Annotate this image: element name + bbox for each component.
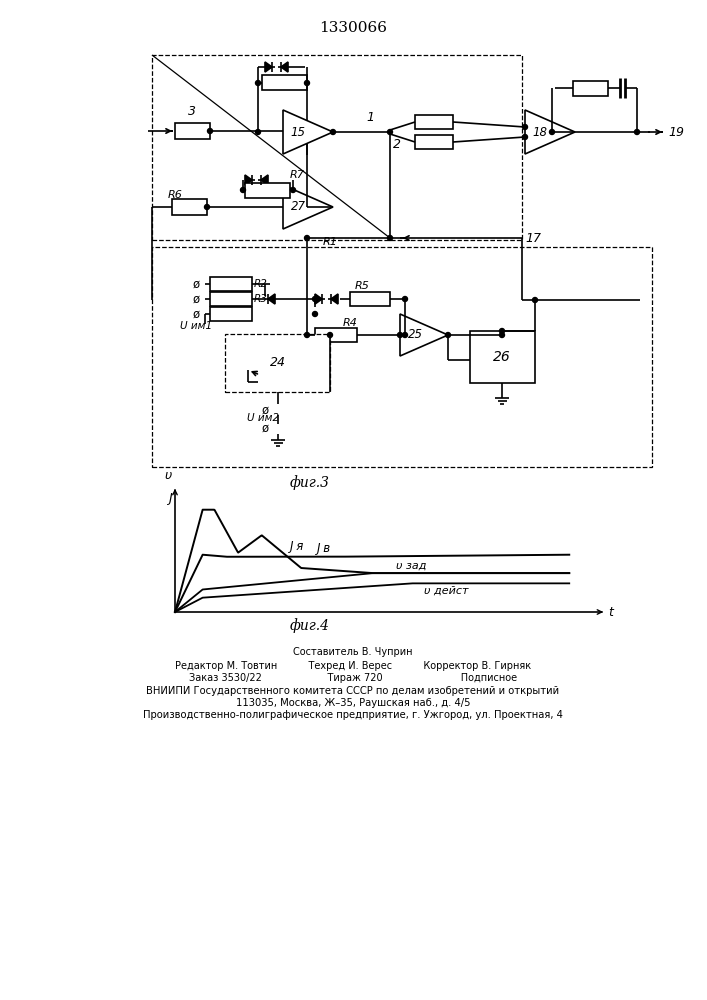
Text: 18: 18 bbox=[532, 125, 547, 138]
Text: 26: 26 bbox=[493, 350, 511, 364]
FancyBboxPatch shape bbox=[350, 292, 390, 306]
Text: υ: υ bbox=[165, 469, 172, 482]
Text: ВНИИПИ Государственного комитета СССР по делам изобретений и открытий: ВНИИПИ Государственного комитета СССР по… bbox=[146, 686, 559, 696]
Text: J я: J я bbox=[290, 540, 304, 553]
Circle shape bbox=[634, 129, 640, 134]
Text: 19: 19 bbox=[668, 125, 684, 138]
Circle shape bbox=[387, 235, 392, 240]
Circle shape bbox=[204, 205, 209, 210]
Text: 2: 2 bbox=[393, 137, 401, 150]
Polygon shape bbox=[315, 294, 322, 304]
Text: R4: R4 bbox=[343, 318, 358, 328]
Text: ø: ø bbox=[192, 292, 199, 306]
Text: 25: 25 bbox=[407, 328, 423, 342]
Text: R1: R1 bbox=[322, 237, 337, 247]
Text: 113035, Москва, Ж–35, Раушская наб., д. 4/5: 113035, Москва, Ж–35, Раушская наб., д. … bbox=[235, 698, 470, 708]
FancyBboxPatch shape bbox=[210, 307, 252, 321]
Circle shape bbox=[522, 124, 527, 129]
Text: Составитель В. Чуприн: Составитель В. Чуприн bbox=[293, 647, 413, 657]
FancyBboxPatch shape bbox=[225, 334, 330, 392]
FancyBboxPatch shape bbox=[470, 331, 535, 383]
Text: Заказ 3530/22                     Тираж 720                         Подписное: Заказ 3530/22 Тираж 720 Подписное bbox=[189, 673, 517, 683]
Text: 3: 3 bbox=[188, 105, 196, 118]
Circle shape bbox=[402, 332, 407, 338]
Polygon shape bbox=[281, 62, 288, 72]
Polygon shape bbox=[245, 175, 252, 185]
Circle shape bbox=[549, 129, 554, 134]
Circle shape bbox=[500, 328, 505, 334]
Text: R2: R2 bbox=[254, 279, 268, 289]
Text: Производственно-полиграфическое предприятие, г. Ужгород, ул. Проектная, 4: Производственно-полиграфическое предприя… bbox=[143, 710, 563, 720]
Polygon shape bbox=[331, 294, 338, 304]
FancyBboxPatch shape bbox=[152, 247, 652, 467]
Text: υ дейст: υ дейст bbox=[423, 585, 468, 595]
Circle shape bbox=[305, 235, 310, 240]
FancyBboxPatch shape bbox=[415, 135, 453, 149]
FancyBboxPatch shape bbox=[152, 55, 522, 240]
Text: R6: R6 bbox=[168, 190, 183, 200]
FancyBboxPatch shape bbox=[245, 183, 290, 198]
Circle shape bbox=[327, 332, 332, 338]
Text: 1330066: 1330066 bbox=[319, 21, 387, 35]
Text: Редактор М. Товтин          Техред И. Верес          Корректор В. Гирняк: Редактор М. Товтин Техред И. Верес Корре… bbox=[175, 661, 531, 671]
Circle shape bbox=[402, 296, 407, 302]
Circle shape bbox=[387, 129, 392, 134]
Text: ø: ø bbox=[192, 308, 199, 320]
Polygon shape bbox=[261, 175, 268, 185]
FancyBboxPatch shape bbox=[573, 81, 608, 96]
Text: J в: J в bbox=[317, 542, 332, 555]
Text: 1: 1 bbox=[366, 111, 374, 124]
Circle shape bbox=[240, 188, 245, 192]
Text: 24: 24 bbox=[270, 357, 286, 369]
Text: 15: 15 bbox=[291, 125, 305, 138]
Circle shape bbox=[532, 298, 537, 302]
FancyBboxPatch shape bbox=[210, 277, 252, 291]
Text: U им2: U им2 bbox=[247, 413, 279, 423]
Text: фиг.3: фиг.3 bbox=[290, 476, 330, 490]
Circle shape bbox=[445, 332, 450, 338]
Circle shape bbox=[305, 332, 310, 338]
Text: R3: R3 bbox=[254, 294, 268, 304]
Circle shape bbox=[207, 128, 213, 133]
FancyBboxPatch shape bbox=[210, 292, 252, 306]
Circle shape bbox=[312, 312, 317, 316]
Text: ø: ø bbox=[262, 422, 269, 434]
Text: ø: ø bbox=[262, 403, 269, 416]
Circle shape bbox=[291, 188, 296, 192]
Circle shape bbox=[500, 332, 505, 338]
Circle shape bbox=[522, 134, 527, 139]
Circle shape bbox=[255, 129, 260, 134]
Text: R5: R5 bbox=[355, 281, 370, 291]
FancyBboxPatch shape bbox=[262, 75, 307, 90]
Text: фиг.4: фиг.4 bbox=[290, 619, 330, 633]
FancyBboxPatch shape bbox=[175, 123, 210, 139]
FancyBboxPatch shape bbox=[315, 328, 357, 342]
Polygon shape bbox=[268, 294, 275, 304]
Circle shape bbox=[330, 129, 336, 134]
FancyBboxPatch shape bbox=[415, 115, 453, 129]
Text: 17: 17 bbox=[525, 232, 541, 244]
Circle shape bbox=[312, 296, 317, 302]
Circle shape bbox=[255, 81, 260, 86]
Circle shape bbox=[305, 81, 310, 86]
Text: t: t bbox=[608, 605, 613, 618]
Circle shape bbox=[397, 332, 402, 338]
Text: R7: R7 bbox=[290, 170, 305, 180]
Text: J: J bbox=[168, 492, 172, 505]
Text: 27: 27 bbox=[291, 200, 305, 214]
Polygon shape bbox=[265, 62, 272, 72]
FancyBboxPatch shape bbox=[172, 199, 207, 215]
Text: U им1: U им1 bbox=[180, 321, 212, 331]
Text: υ зад: υ зад bbox=[396, 561, 427, 571]
Text: ø: ø bbox=[192, 277, 199, 290]
